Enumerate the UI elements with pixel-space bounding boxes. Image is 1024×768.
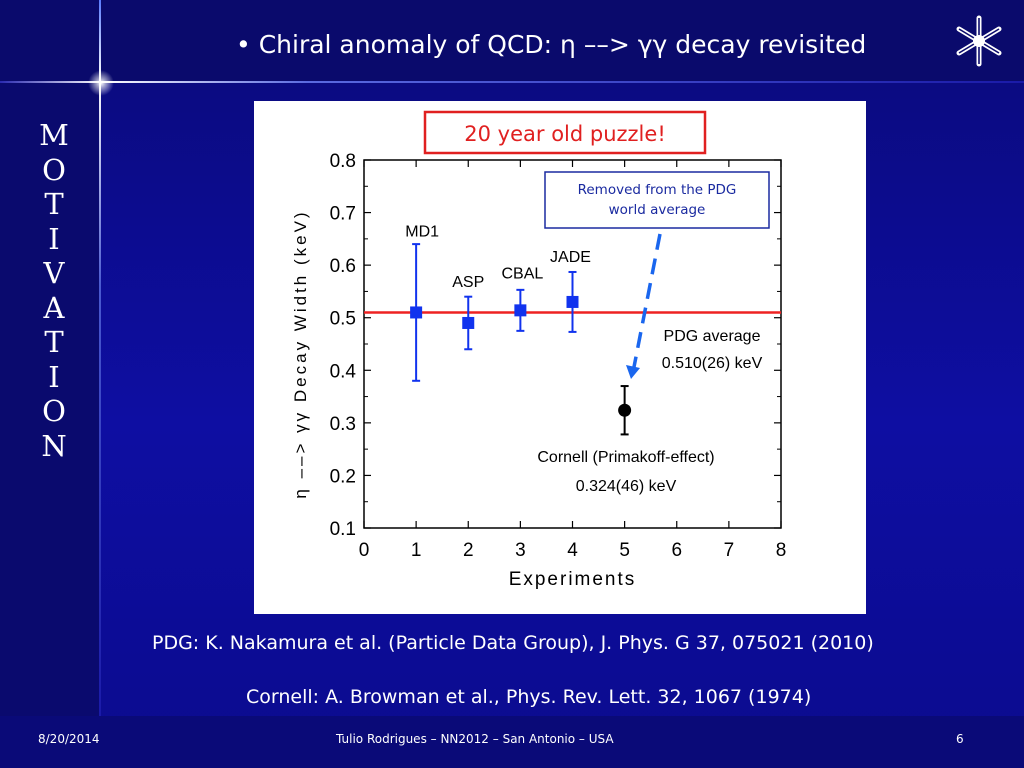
side-band <box>0 82 100 716</box>
y-tick-label: 0.4 <box>330 361 357 382</box>
data-point-jade <box>566 295 579 308</box>
x-tick-label: 7 <box>724 540 735 561</box>
y-tick-label: 0.8 <box>330 151 356 172</box>
side-word-letter: A <box>43 290 65 325</box>
data-point-asp <box>462 316 475 329</box>
y-tick-label: 0.2 <box>330 466 356 487</box>
point-label-cbal: CBAL <box>501 265 543 282</box>
y-axis-label: η ––> γγ Decay Width (keV) <box>291 209 310 498</box>
x-tick-label: 8 <box>776 540 787 561</box>
footer-bar <box>0 716 1024 768</box>
point-label-md1: MD1 <box>405 223 439 240</box>
removed-note-line1: Removed from the PDG <box>578 182 737 198</box>
data-point-cornell <box>618 403 632 417</box>
x-tick-label: 4 <box>567 540 578 561</box>
puzzle-box <box>423 110 707 155</box>
point-label-jade: JADE <box>550 249 591 266</box>
data-point-cbal <box>514 304 527 317</box>
x-tick-label: 3 <box>515 540 526 561</box>
y-tick-label: 0.1 <box>330 519 356 540</box>
puzzle-text: 20 year old puzzle! <box>464 122 665 146</box>
horizontal-accent-line <box>0 81 1024 83</box>
footer-presenter: Tulio Rodrigues – NN2012 – San Antonio –… <box>336 732 614 746</box>
reference-cornell: Cornell: A. Browman et al., Phys. Rev. L… <box>246 686 812 708</box>
side-word-letter: V <box>43 256 65 290</box>
pdg-average-label: PDG average <box>664 328 761 345</box>
removed-note-box <box>544 171 770 229</box>
cornell-value: 0.324(46) keV <box>576 478 677 495</box>
x-tick-label: 5 <box>619 540 630 561</box>
sparkle-icon <box>88 70 114 96</box>
side-word-letter: T <box>44 187 64 221</box>
side-word-letter: M <box>39 118 69 152</box>
six-pointed-molecule-icon <box>956 15 1002 67</box>
pointer-arrow-line <box>632 233 662 368</box>
side-word-letter: N <box>41 428 67 463</box>
reference-pdg: PDG: K. Nakamura et al. (Particle Data G… <box>152 632 874 654</box>
data-point-md1 <box>410 306 423 319</box>
cornell-label: Cornell (Primakoff-effect) <box>537 449 714 466</box>
removed-note-line2: world average <box>609 202 706 218</box>
slide-title: • Chiral anomaly of QCD: η ––> γγ decay … <box>236 30 867 59</box>
y-tick-label: 0.3 <box>330 414 356 435</box>
side-word-letter: I <box>48 221 60 256</box>
x-tick-label: 2 <box>463 540 474 561</box>
side-word-letter: T <box>44 325 64 359</box>
x-tick-label: 0 <box>359 540 370 561</box>
pdg-average-value: 0.510(26) keV <box>662 355 763 372</box>
x-axis-label: Experiments <box>509 569 637 590</box>
point-label-asp: ASP <box>452 274 484 291</box>
x-tick-label: 1 <box>411 540 422 561</box>
footer-page-number: 6 <box>956 732 964 746</box>
y-tick-label: 0.5 <box>330 309 356 330</box>
y-tick-label: 0.6 <box>330 256 356 277</box>
x-tick-label: 6 <box>671 540 682 561</box>
side-word-letter: O <box>42 394 66 428</box>
pointer-arrow-head <box>626 365 640 379</box>
vertical-accent-line <box>99 0 101 716</box>
y-tick-label: 0.7 <box>330 204 356 225</box>
footer-date: 8/20/2014 <box>38 732 100 746</box>
side-word-letter: I <box>48 359 60 394</box>
decay-width-chart: 0 1 2 3 4 5 6 7 8 0.1 0.2 0.3 0.4 0.5 0.6 0.7 0.8 Experim… <box>291 110 787 590</box>
side-word-letter: O <box>42 152 66 187</box>
title-band <box>0 0 1024 82</box>
